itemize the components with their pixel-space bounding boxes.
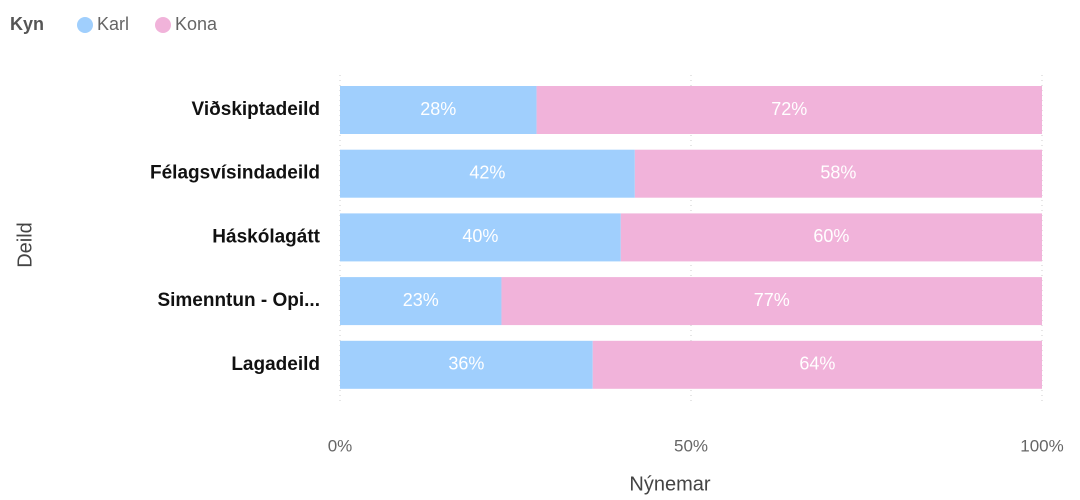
x-tick-label: 0% [328,436,353,455]
legend-label: Karl [97,14,129,34]
data-label: 58% [820,162,856,182]
legend-swatch [155,17,171,33]
y-tick-label: Viðskiptadeild [192,99,320,120]
data-label: 77% [754,290,790,310]
data-label: 60% [813,226,849,246]
bar-segment [340,277,502,326]
data-label: 40% [462,226,498,246]
data-label: 28% [420,99,456,119]
x-axis-title: Nýnemar [629,473,710,495]
x-tick-label: 100% [1020,436,1063,455]
legend-title: Kyn [10,14,44,34]
bar-segment [340,149,635,198]
bar-segment [536,86,1042,134]
data-label: 64% [799,354,835,374]
y-tick-label: Félagsvísindadeild [150,163,320,184]
y-tick-label: Lagadeild [231,354,320,375]
data-label: 36% [448,354,484,374]
y-axis-title: Deild [14,222,36,268]
legend-label: Kona [175,14,218,34]
bar-segment [340,86,537,134]
data-label: 72% [771,99,807,119]
bar-segment [501,277,1043,326]
bar-segment [634,149,1042,198]
bar-segment [592,340,1042,389]
legend-swatch [77,17,93,33]
data-label: 23% [403,290,439,310]
x-tick-label: 50% [674,436,708,455]
bar-segment [340,340,593,389]
bar-segment [340,213,621,262]
data-label: 42% [469,162,505,182]
bar-segment [620,213,1042,262]
y-tick-label: Háskólagátt [212,226,320,247]
y-tick-label: Simenntun - Opi... [157,290,320,311]
